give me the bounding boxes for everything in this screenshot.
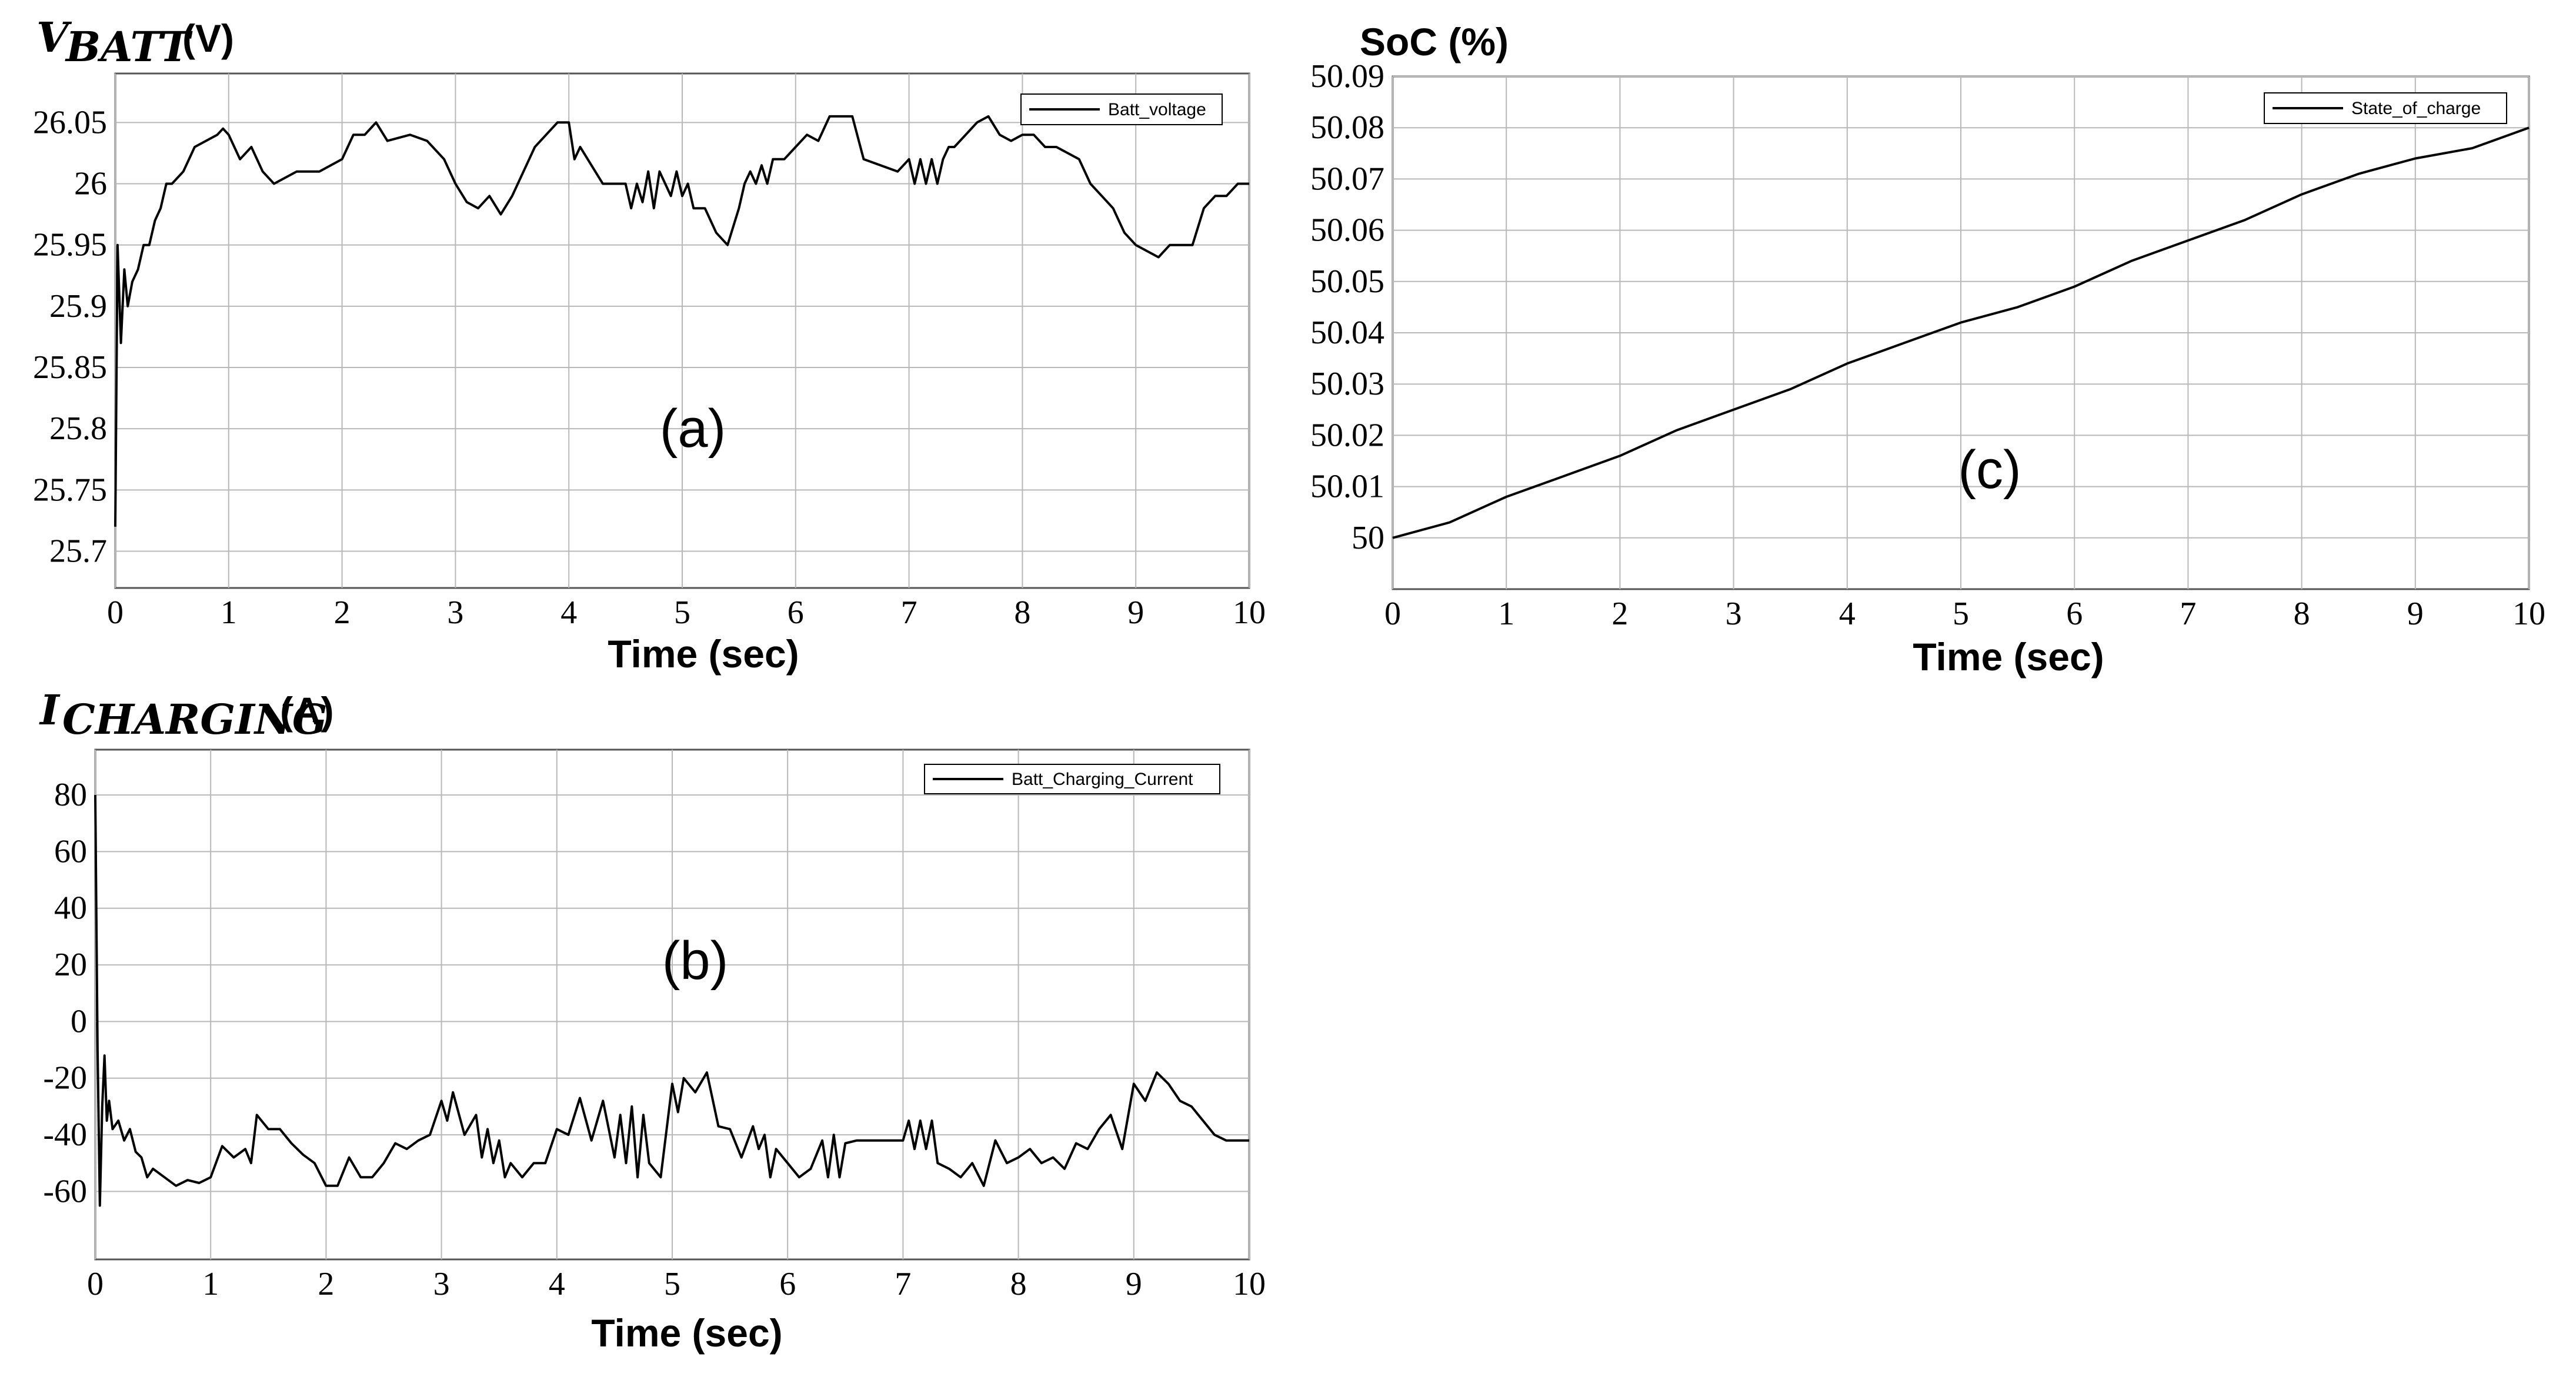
panel-b-ytick-label: 0 xyxy=(71,1003,87,1040)
panel-b-ytick-label: -60 xyxy=(43,1173,87,1209)
panel-b-ytick-label: 60 xyxy=(54,833,87,870)
panel-b-xtick-label: 7 xyxy=(895,1266,911,1302)
panel-b-xtick-label: 5 xyxy=(664,1266,680,1302)
panel-a-xtick-label: 6 xyxy=(788,594,804,631)
panel-a-ytick-label: 26.05 xyxy=(33,104,107,141)
panel-c-ytick-label: 50.03 xyxy=(1310,366,1384,402)
panel-a-xtick-label: 4 xyxy=(560,594,577,631)
panel-a-xtick-label: 5 xyxy=(674,594,690,631)
panel-c-ytick-label: 50.06 xyxy=(1310,212,1384,249)
panel-b-legend-label: Batt_Charging_Current xyxy=(1012,770,1193,789)
panel-b-ylabel-unit: (A) xyxy=(280,689,334,733)
panel-b-xtick-label: 9 xyxy=(1126,1266,1142,1302)
panel-a-xtick-label: 10 xyxy=(1233,594,1266,631)
panel-a-ytick-label: 26 xyxy=(74,166,107,202)
panel-c-ytick-label: 50.02 xyxy=(1310,417,1384,453)
panel-a-xtick-label: 3 xyxy=(447,594,463,631)
panel-a-legend: Batt_voltage xyxy=(1020,93,1223,125)
panel-c-xtick-label: 1 xyxy=(1498,596,1514,632)
panel-a-ytick-label: 25.8 xyxy=(49,410,107,447)
panel-b-xtick-label: 3 xyxy=(433,1266,450,1302)
panel-c-ylabel: SoC (%) xyxy=(1360,20,1509,63)
panel-a-series-line xyxy=(114,115,1249,527)
panel-b-xtick-label: 0 xyxy=(87,1266,104,1302)
panel-c-xtick-label: 6 xyxy=(2066,596,2083,632)
panel-a-ytick-label: 25.9 xyxy=(49,288,107,325)
panel-c-xtick-label: 3 xyxy=(1726,596,1742,632)
panel-b-ytick-label: 80 xyxy=(54,777,87,813)
panel-a-xtick-label: 0 xyxy=(107,594,124,631)
panel-b-series-line xyxy=(94,795,1249,1207)
panel-c-xtick-label: 4 xyxy=(1839,596,1856,632)
panel-a-tag: (a) xyxy=(660,399,726,459)
panel-c-ytick-label: 50.09 xyxy=(1310,58,1384,95)
panel-c-ytick-label: 50 xyxy=(1352,520,1384,556)
panel-b-xtick-label: 8 xyxy=(1010,1266,1027,1302)
panel-a-xtick-label: 7 xyxy=(901,594,917,631)
panel-c-legend: State_of_charge xyxy=(2264,92,2507,124)
panel-c-xlabel: Time (sec) xyxy=(1913,635,2104,679)
panel-b-xtick-label: 1 xyxy=(202,1266,219,1302)
panel-c-soc-chart: SoC (%) 0 1 2 3 4 5 6 7 8 9 10 50 50.01 50.02 50.03 50.… xyxy=(1310,20,2545,679)
panel-c-ytick-label: 50.04 xyxy=(1310,315,1384,351)
panel-a-xtick-label: 9 xyxy=(1127,594,1144,631)
panel-b-legend: Batt_Charging_Current xyxy=(924,764,1220,794)
panel-c-ytick-label: 50.08 xyxy=(1310,109,1384,146)
panel-b-ytick-label: 20 xyxy=(54,947,87,983)
panel-a-ytick-label: 25.7 xyxy=(49,533,107,570)
panel-c-series-line xyxy=(1392,126,2530,539)
panel-b-ylabel-main: I xyxy=(39,686,61,734)
panel-a-voltage-chart: V BATT (V) 0 1 2 3 4 5 6 7 8 9 10 25.7 25.75 25.8 25.8… xyxy=(33,13,1266,676)
panel-a-xlabel: Time (sec) xyxy=(608,632,799,676)
panel-c-ytick-label: 50.05 xyxy=(1310,263,1384,300)
panel-c-legend-label: State_of_charge xyxy=(2351,99,2481,118)
panel-b-xtick-label: 6 xyxy=(779,1266,796,1302)
panel-a-xtick-label: 8 xyxy=(1014,594,1030,631)
panel-c-tag: (c) xyxy=(1958,440,2021,500)
panel-a-legend-box xyxy=(1020,93,1223,125)
panel-c-xtick-label: 2 xyxy=(1611,596,1628,632)
panel-a-xtick-label: 1 xyxy=(221,594,237,631)
panel-b-current-chart: I CHARGING (A) 0 1 2 3 4 5 6 7 8 9 10 -60 -40 -20 0 20 4… xyxy=(39,686,1266,1355)
panel-c-xtick-label: 9 xyxy=(2407,596,2424,632)
panel-b-ylabel-sub: CHARGING xyxy=(62,695,328,744)
panel-b-xtick-label: 4 xyxy=(549,1266,565,1302)
panel-a-legend-label: Batt_voltage xyxy=(1108,100,1206,119)
panel-b-ytick-label: -40 xyxy=(43,1117,87,1153)
panel-a-ytick-label: 25.85 xyxy=(33,349,107,386)
panel-a-ytick-label: 25.75 xyxy=(33,472,107,508)
panel-c-xtick-label: 0 xyxy=(1384,596,1401,632)
panel-a-ytick-label: 25.95 xyxy=(33,227,107,263)
panel-a-ylabel-main: V xyxy=(36,13,72,62)
panel-c-xtick-label: 10 xyxy=(2512,596,2545,632)
panel-b-ytick-label: 40 xyxy=(54,890,87,927)
panel-c-ytick-label: 50.07 xyxy=(1310,161,1384,197)
panel-c-xtick-label: 7 xyxy=(2180,596,2196,632)
panel-a-ylabel-unit: (V) xyxy=(182,16,234,60)
panel-b-xtick-label: 10 xyxy=(1233,1266,1266,1302)
panel-b-xtick-label: 2 xyxy=(318,1266,334,1302)
panel-b-xlabel: Time (sec) xyxy=(591,1311,782,1355)
panel-a-xtick-label: 2 xyxy=(334,594,351,631)
panel-a-plot-area: 0 1 2 3 4 5 6 7 8 9 10 25.7 25.75 25.8 25.85 25.9 25.95 2… xyxy=(33,72,1266,631)
panel-b-ytick-label: -20 xyxy=(43,1060,87,1097)
panel-c-ytick-label: 50.01 xyxy=(1310,469,1384,505)
panel-c-xtick-label: 8 xyxy=(2294,596,2310,632)
panel-c-xtick-label: 5 xyxy=(1953,596,1969,632)
panel-c-plot-area: 0 1 2 3 4 5 6 7 8 9 10 50 50.01 50.02 50.03 50.04 50.05 5… xyxy=(1310,58,2545,632)
panel-a-ylabel-sub: BATT xyxy=(65,22,193,71)
panel-b-plot-area: 0 1 2 3 4 5 6 7 8 9 10 -60 -40 -20 0 20 40 60 80 Batt_Charg… xyxy=(43,748,1266,1302)
panel-b-tag: (b) xyxy=(662,931,728,991)
